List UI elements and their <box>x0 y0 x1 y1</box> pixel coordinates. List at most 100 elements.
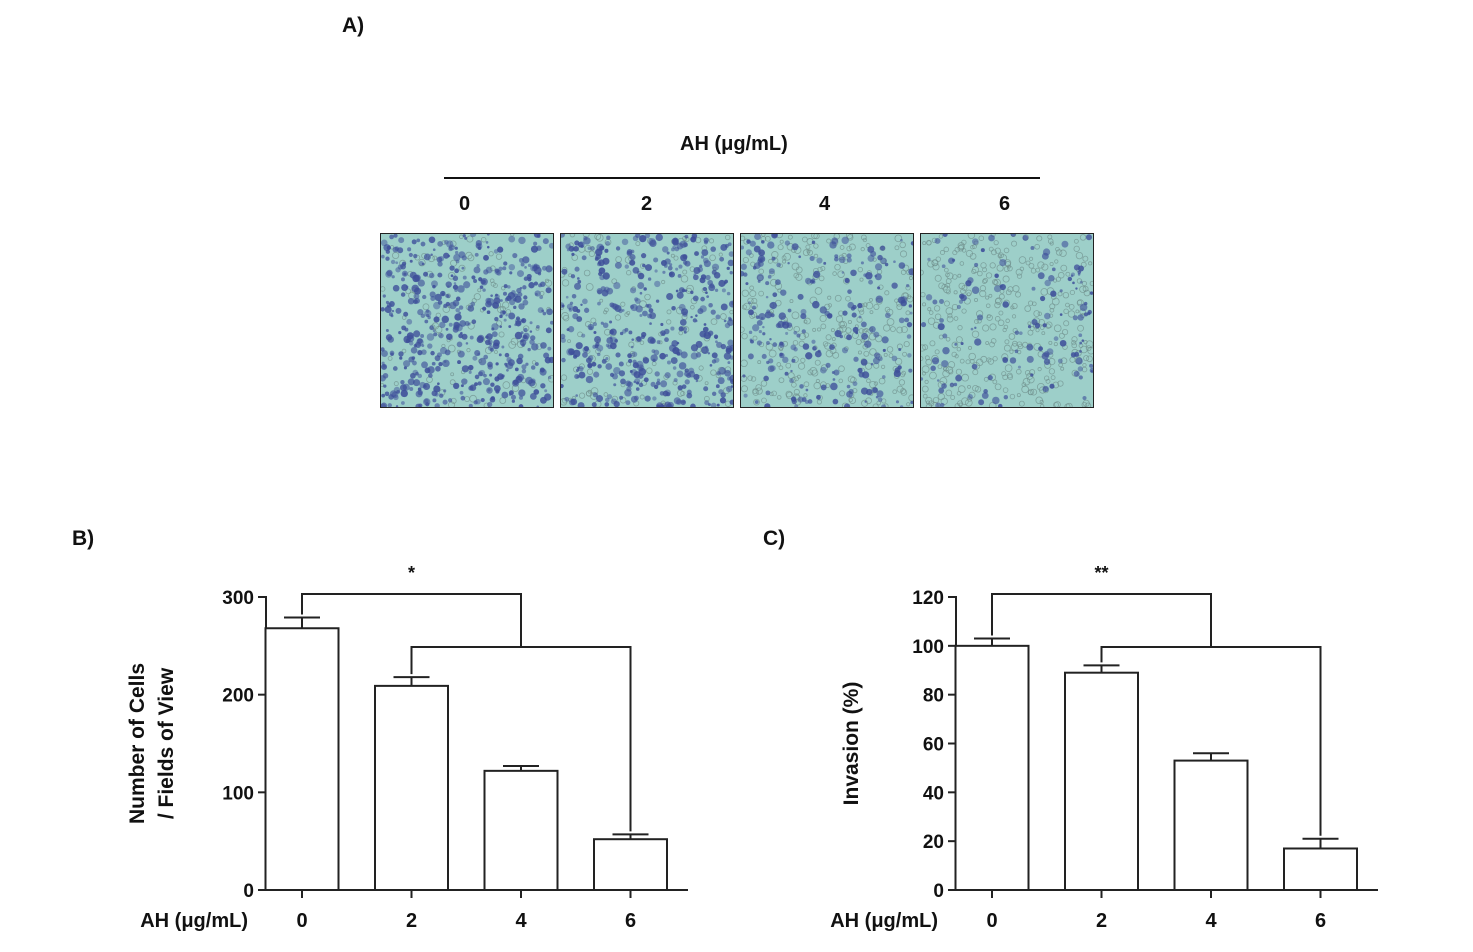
pore <box>931 259 939 267</box>
stained-cell <box>693 373 700 380</box>
stained-cell <box>880 245 886 251</box>
stained-cell <box>474 252 479 257</box>
x-axis-label: AH (μg/mL) <box>830 910 938 932</box>
pore <box>989 323 997 331</box>
pore <box>758 290 764 297</box>
stained-cell <box>414 287 422 295</box>
stained-cell <box>437 241 443 247</box>
stained-cell <box>861 332 869 340</box>
stained-cell <box>678 326 684 332</box>
stained-cell <box>571 247 575 251</box>
pore <box>950 395 956 400</box>
stained-cell <box>827 312 833 318</box>
stained-cell <box>703 260 711 268</box>
stained-cell <box>575 394 579 397</box>
stained-cell <box>690 403 696 407</box>
stained-cell <box>525 376 533 385</box>
pore <box>752 335 758 341</box>
stained-cell <box>936 379 940 382</box>
pore <box>1049 307 1055 313</box>
pore <box>1003 266 1010 272</box>
pore <box>865 301 874 310</box>
stained-cell <box>939 299 944 304</box>
stained-cell <box>669 263 673 267</box>
y-axis-label: Invasion (%) <box>840 682 863 806</box>
stained-cell <box>486 401 493 407</box>
pore <box>973 240 979 246</box>
stained-cell <box>473 279 478 284</box>
stained-cell <box>572 313 579 320</box>
pore <box>1048 340 1053 345</box>
pore <box>467 254 475 262</box>
stained-cell <box>939 318 944 323</box>
stained-cell <box>684 234 689 239</box>
pore <box>1009 393 1016 400</box>
stained-cell <box>624 264 629 269</box>
pore <box>818 275 825 282</box>
pore <box>777 244 784 251</box>
stained-cell <box>931 357 940 365</box>
stained-cell <box>713 271 721 279</box>
stained-cell <box>728 300 733 308</box>
stained-cell <box>703 386 709 392</box>
pore <box>505 309 511 315</box>
stained-cell <box>771 256 776 261</box>
stained-cell <box>838 256 846 264</box>
stained-cell <box>460 384 464 388</box>
stained-cell <box>1042 385 1049 393</box>
stained-cell <box>970 327 974 331</box>
pore <box>838 378 844 384</box>
pore <box>954 403 961 407</box>
stained-cell <box>764 403 771 407</box>
pore <box>886 346 894 353</box>
stained-cell <box>717 377 725 385</box>
stained-cell <box>637 373 644 379</box>
stained-cell <box>587 362 593 368</box>
y-tick-label: 40 <box>923 783 944 804</box>
stained-cell <box>458 251 466 259</box>
stained-cell <box>585 375 594 384</box>
pore <box>859 277 864 282</box>
stained-cell <box>937 323 945 331</box>
stained-cell <box>974 326 977 330</box>
pore <box>646 367 653 374</box>
stained-cell <box>677 385 683 391</box>
stained-cell <box>741 245 745 250</box>
stained-cell <box>539 295 544 300</box>
stained-cell <box>454 268 459 274</box>
stained-cell <box>403 311 409 317</box>
stained-cell <box>662 246 669 253</box>
stained-cell <box>703 240 709 245</box>
stained-cell <box>398 351 404 357</box>
stained-cell <box>491 331 498 338</box>
pore <box>1016 273 1023 279</box>
stained-cell <box>756 340 763 346</box>
pore <box>1054 259 1059 264</box>
stained-cell <box>949 382 955 387</box>
pore <box>661 279 666 285</box>
pore <box>760 380 768 387</box>
stained-cell <box>390 259 396 265</box>
pore <box>927 307 932 312</box>
stained-cell <box>549 320 553 325</box>
pore <box>401 348 407 354</box>
stained-cell <box>508 312 516 320</box>
pore <box>926 240 932 246</box>
stained-cell <box>874 263 883 271</box>
stained-cell <box>561 304 565 308</box>
stained-cell <box>571 252 575 256</box>
stained-cell <box>630 345 634 349</box>
pore <box>1073 238 1079 244</box>
pore <box>813 253 819 259</box>
stained-cell <box>583 237 591 245</box>
pore <box>873 303 880 311</box>
stained-cell <box>697 308 704 315</box>
pore <box>890 326 896 333</box>
stained-cell <box>522 334 528 339</box>
pore <box>998 310 1004 316</box>
stained-cell <box>872 357 880 365</box>
stained-cell <box>619 331 624 336</box>
stained-cell <box>942 346 950 355</box>
stained-cell <box>604 397 610 403</box>
pore <box>813 382 821 390</box>
